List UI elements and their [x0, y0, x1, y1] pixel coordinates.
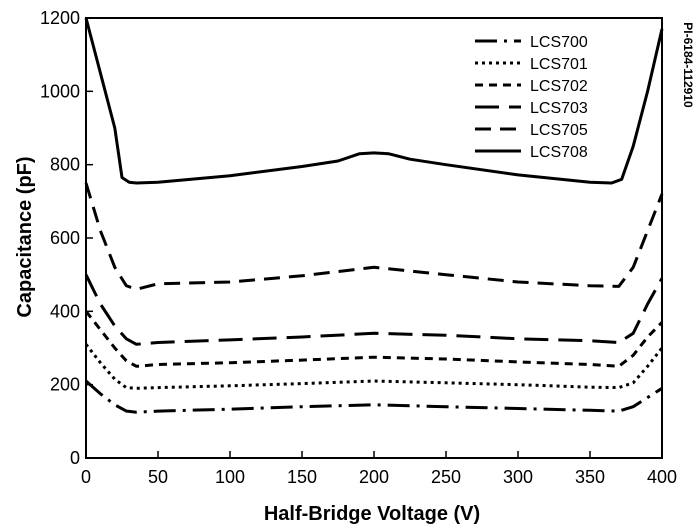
x-tick-label: 300 — [503, 467, 533, 487]
series-line-lcs708 — [84, 17, 664, 185]
y-axis-title: Capacitance (pF) — [14, 156, 36, 317]
series-line-lcs700 — [85, 379, 663, 414]
x-tick-label: 350 — [575, 467, 605, 487]
series-line-lcs705 — [84, 182, 664, 291]
figure-id-label: PI-6184-112910 — [681, 22, 695, 108]
x-tick-label: 400 — [647, 467, 677, 487]
plot-series — [84, 17, 664, 414]
legend-label-lcs700: LCS700 — [530, 34, 588, 51]
y-tick-label: 0 — [70, 448, 80, 468]
y-tick-label: 1200 — [40, 8, 80, 28]
legend-label-lcs703: LCS703 — [530, 100, 588, 117]
legend-label-lcs705: LCS705 — [530, 122, 588, 139]
y-tick-label: 400 — [50, 301, 80, 321]
legend-label-lcs708: LCS708 — [530, 144, 588, 161]
plot-frame — [85, 17, 663, 459]
series-line-lcs701 — [84, 343, 664, 390]
x-axis-title: Half-Bridge Voltage (V) — [264, 503, 480, 525]
series-line-lcs703 — [84, 274, 664, 346]
legend-label-lcs701: LCS701 — [530, 56, 588, 73]
legend: LCS700 LCS701 LCS702 LCS703 LCS705 LCS708 — [475, 34, 588, 161]
x-tick-label: 250 — [431, 467, 461, 487]
x-tick-label: 200 — [359, 467, 389, 487]
series-line-lcs702 — [84, 310, 664, 368]
y-tick-label: 200 — [50, 375, 80, 395]
x-tick-label: 100 — [215, 467, 245, 487]
y-tick-label: 1000 — [40, 81, 80, 101]
x-tick-label: 0 — [81, 467, 91, 487]
y-tick-label: 800 — [50, 155, 80, 175]
y-tick-label: 600 — [50, 228, 80, 248]
legend-label-lcs702: LCS702 — [530, 78, 588, 95]
x-tick-label: 50 — [148, 467, 168, 487]
x-tick-label: 150 — [287, 467, 317, 487]
